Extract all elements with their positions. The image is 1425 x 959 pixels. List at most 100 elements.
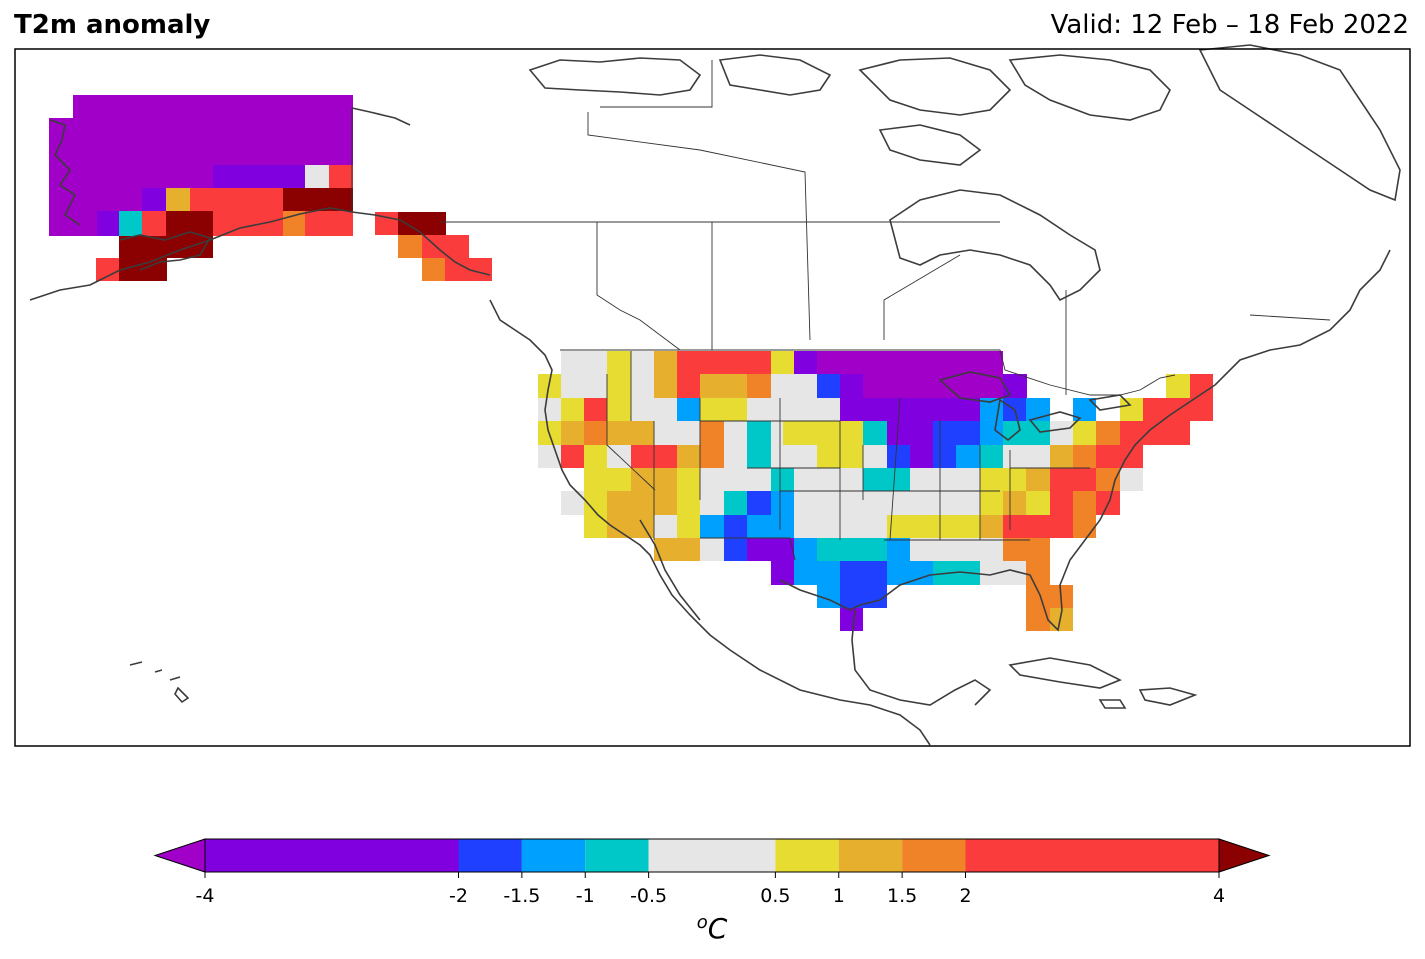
colorbar-frame: [204, 838, 1220, 873]
colorbar-bin: [838, 839, 903, 872]
grid-cell: [654, 538, 700, 561]
grid-cell: [724, 491, 747, 515]
grid-cell: [817, 374, 840, 398]
grid-cell: [980, 468, 1026, 491]
grid-cell: [910, 445, 933, 468]
grid-cell: [422, 235, 469, 258]
grid-cell: [794, 351, 817, 374]
grid-cell: [305, 211, 353, 236]
grid-cell: [933, 515, 980, 538]
grid-cell: [700, 491, 724, 515]
grid-cell: [584, 468, 631, 491]
colorbar-bins: [205, 839, 1219, 872]
grid-cell: [840, 585, 887, 608]
grid-cell: [584, 515, 607, 538]
grid-cell: [1026, 561, 1050, 585]
colorbar-bin: [648, 839, 776, 872]
grid-cell: [980, 515, 1003, 538]
grid-cell: [863, 445, 887, 468]
grid-cell: [607, 398, 631, 421]
grid-cell: [119, 236, 213, 258]
colorbar-bin: [902, 839, 966, 872]
colorbar-bin: [585, 839, 649, 872]
colorbar-tick-label: -0.5: [630, 885, 667, 907]
colorbar-tick-label: 0.5: [760, 885, 790, 907]
grid-cell: [1026, 608, 1050, 631]
grid-cell: [747, 445, 771, 468]
colorbar-bin: [965, 839, 1219, 872]
grid-cell: [840, 561, 887, 585]
grid-cell: [1026, 398, 1050, 421]
grid-cell: [724, 515, 747, 538]
grid-cell: [1073, 445, 1096, 468]
grid-cell: [584, 421, 607, 445]
grid-cell: [142, 211, 166, 236]
grid-cell: [700, 374, 747, 398]
grid-cell: [747, 538, 794, 561]
valid-period: Valid: 12 Feb – 18 Feb 2022: [1050, 10, 1409, 40]
grid-cell: [584, 445, 607, 468]
grid-cell: [910, 538, 956, 561]
colorbar-tick-label: 1: [833, 885, 845, 907]
grid-cell: [607, 421, 654, 445]
grid-cell: [677, 374, 700, 398]
colorbar-bin: [775, 839, 839, 872]
grid-cell: [49, 118, 73, 236]
grid-cell: [561, 421, 584, 445]
grid-cell: [631, 374, 654, 398]
grid-cell: [1003, 491, 1026, 515]
grid-cell: [677, 445, 700, 468]
grid-cell: [398, 235, 422, 258]
grid-cell: [631, 351, 654, 374]
grid-cell: [1003, 538, 1050, 561]
grid-cell: [980, 491, 1003, 515]
colorbar-tick-label: 4: [1213, 885, 1225, 907]
grid-cell: [863, 374, 1003, 398]
grid-cell: [956, 445, 980, 468]
grid-cell: [654, 515, 677, 538]
grid-cell: [561, 491, 584, 515]
colorbar-tick-label: 2: [959, 885, 971, 907]
grid-cell: [887, 538, 910, 561]
grid-cell: [119, 211, 142, 236]
grid-cell: [329, 165, 353, 188]
grid-cell: [213, 165, 305, 188]
grid-cell: [1050, 421, 1073, 445]
colorbar-tick-label: 1.5: [887, 885, 917, 907]
grid-cell: [73, 95, 353, 165]
grid-cell: [561, 445, 584, 468]
grid-cell: [887, 421, 933, 445]
grid-cell: [677, 468, 700, 491]
colorbar-bin: [458, 839, 522, 872]
anomaly-grid: [49, 95, 1213, 631]
grid-cell: [980, 445, 1003, 468]
colorbar-ticks: -4 -2 -1.5 -1 -0.5 0.5 1 1.5 2 4: [196, 872, 1225, 907]
grid-cell: [771, 491, 794, 515]
grid-cell: [794, 561, 840, 585]
grid-cell: [1073, 398, 1096, 421]
grid-cell: [561, 351, 607, 374]
colorbar-tick-label: -2: [449, 885, 468, 907]
grid-cell: [817, 351, 1003, 374]
grid-cell: [700, 538, 724, 561]
grid-cell: [771, 351, 794, 374]
colorbar-under-arrow: [153, 838, 206, 873]
grid-cell: [794, 515, 887, 538]
grid-cell: [1120, 421, 1190, 445]
colorbar-unit-label: oC: [697, 912, 728, 945]
grid-cell: [747, 491, 771, 515]
grid-cell: [1050, 468, 1096, 491]
grid-cell: [1190, 374, 1213, 398]
grid-cell: [1050, 608, 1073, 631]
grid-cell: [166, 188, 190, 211]
grid-cell: [607, 491, 677, 515]
grid-cell: [747, 421, 771, 445]
grid-cell: [561, 398, 584, 421]
grid-cell: [910, 468, 980, 491]
grid-cell: [783, 421, 863, 445]
grid-cell: [794, 374, 817, 398]
map-title: T2m anomaly: [14, 10, 211, 40]
grid-cell: [1096, 421, 1120, 445]
grid-cell: [863, 468, 910, 491]
